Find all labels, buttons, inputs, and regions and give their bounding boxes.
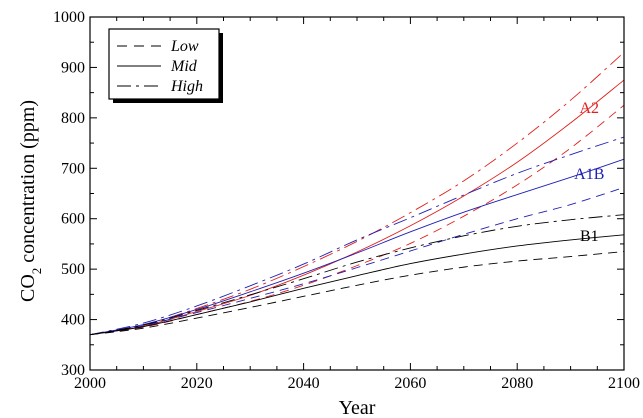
y-axis-label-rest: concentration (ppm) (17, 100, 39, 268)
series-line-b1-mid (89, 234, 625, 336)
series-line-b1-low (89, 251, 625, 336)
y-axis-label-subscript: 2 (29, 268, 44, 275)
x-tick-label: 2040 (288, 375, 320, 392)
y-tick-label: 500 (61, 261, 85, 278)
series-line-a1b-low (89, 187, 625, 336)
y-tick-label: 1000 (53, 9, 85, 26)
y-axis-label: CO2 concentration (ppm) (17, 100, 44, 302)
legend-label-low: Low (170, 38, 199, 55)
series-line-a1b-high (89, 136, 625, 336)
scenario-label-a1b: A1B (574, 166, 604, 183)
y-tick-label: 300 (61, 362, 85, 379)
x-tick-label: 2100 (608, 375, 640, 392)
x-tick-label: 2020 (181, 375, 213, 392)
y-tick-label: 400 (61, 312, 85, 329)
x-tick-label: 2000 (74, 375, 106, 392)
series-line-a1b-mid (89, 158, 625, 336)
legend-label-mid: Mid (170, 58, 198, 75)
y-tick-label: 800 (61, 110, 85, 127)
labels-layer: Year CO2 concentration (ppm) (17, 100, 376, 418)
scenario-label-a2: A2 (580, 100, 600, 117)
y-tick-label: 600 (61, 211, 85, 228)
legend: Low Mid High (108, 28, 223, 103)
x-tick-label: 2080 (501, 375, 533, 392)
x-tick-label: 2060 (394, 375, 426, 392)
x-axis-label: Year (339, 397, 376, 418)
scenario-labels: A2 A1B B1 (574, 100, 604, 245)
series-line-b1-high (89, 214, 625, 336)
series-line-a2-mid (89, 79, 625, 336)
y-tick-label: 700 (61, 160, 85, 177)
legend-box (108, 28, 220, 100)
scenario-label-b1: B1 (580, 228, 599, 245)
axes-layer: 2000 2020 2040 2060 2080 2100 300 400 500 600 700 8… (53, 9, 640, 392)
y-tick-label: 900 (61, 59, 85, 76)
y-axis-label-main: CO (17, 274, 39, 302)
series-layer (89, 51, 625, 336)
legend-label-high: High (170, 78, 203, 95)
